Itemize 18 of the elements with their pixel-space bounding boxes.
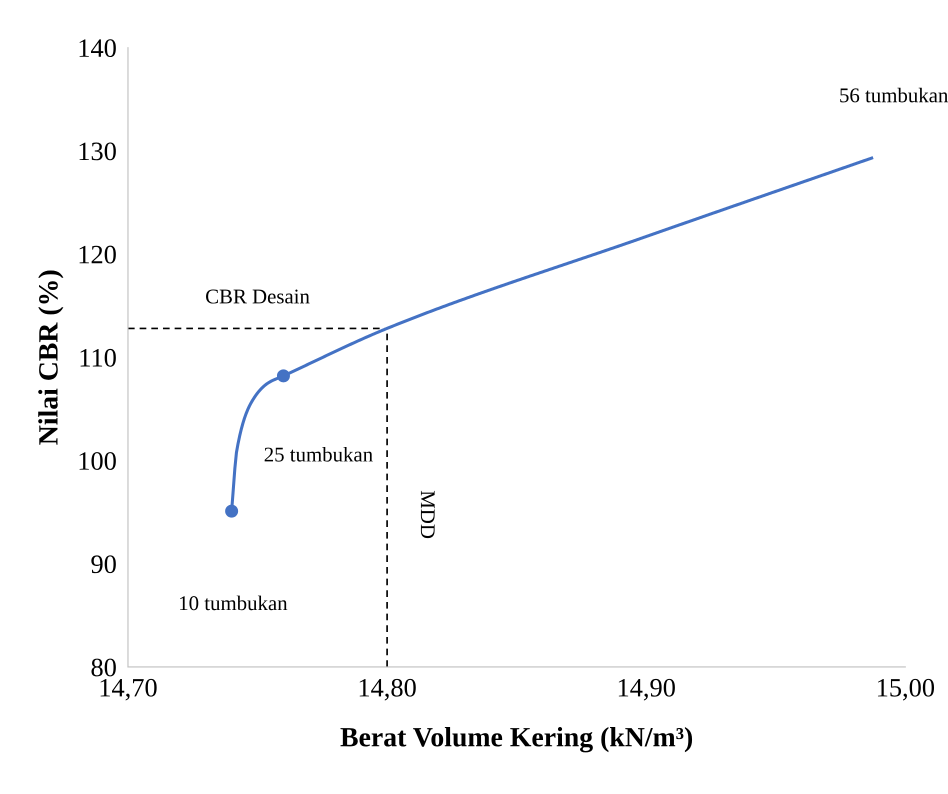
x-tick-label: 15,00 (878, 678, 934, 700)
y-tick-label: 120 (80, 246, 116, 264)
annotation: 56 tumbukan (840, 88, 948, 102)
y-tick-label: 110 (80, 348, 116, 367)
annotation: 10 tumbukan (180, 596, 288, 610)
y-tick-label: 80 (91, 658, 116, 676)
y-tick-label: 140 (80, 39, 116, 58)
x-tick-label: 14,90 (618, 678, 675, 700)
y-axis-title: Nilai CBR (%) (38, 270, 64, 445)
ref-line-label: CBR Desain (206, 290, 310, 304)
x-tick-label: 14,70 (100, 678, 157, 700)
y-tick-label: 90 (91, 555, 116, 574)
y-tick-label: 130 (80, 142, 116, 160)
annotation: 25 tumbukan (264, 446, 373, 462)
ref-line-label: MDD (420, 490, 435, 538)
x-axis-title: Berat Volume Kering (kN/m³) (340, 727, 692, 752)
x-tick-label: 14,80 (360, 678, 416, 700)
y-tick-label: 100 (80, 452, 116, 470)
